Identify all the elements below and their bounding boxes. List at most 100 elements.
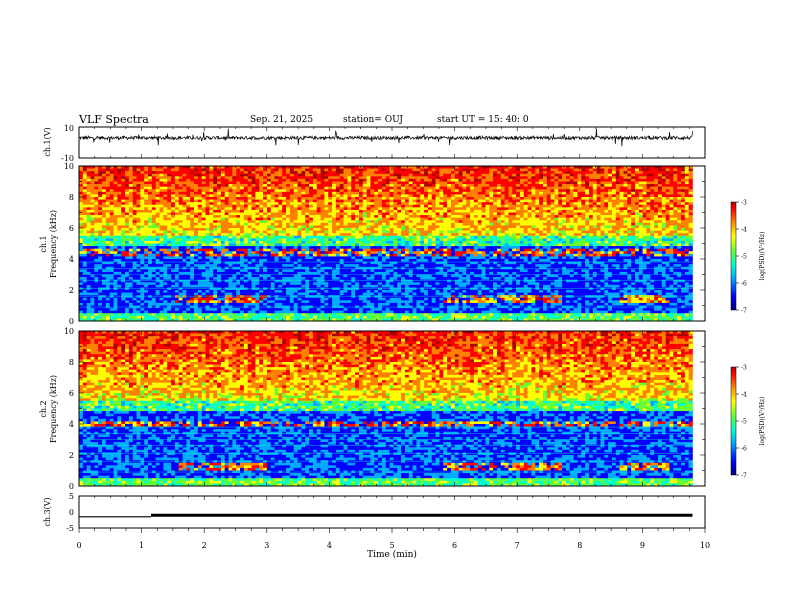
spectrogram-cell [312, 238, 318, 242]
spectrogram-cell [263, 300, 268, 304]
spectrogram-cell [347, 269, 352, 273]
spectrogram-cell [220, 246, 225, 249]
spectrogram-cell [381, 212, 387, 216]
spectrogram-cell [209, 251, 214, 255]
spectrogram-cell [136, 302, 141, 306]
spectrogram-cell [324, 284, 329, 288]
spectrogram-cell [335, 243, 341, 247]
spectrogram-cell [247, 199, 252, 203]
spectrogram-cell [297, 191, 302, 195]
spectrogram-cell [282, 253, 287, 257]
spectrogram-cell [167, 277, 172, 280]
spectrogram-cell [259, 300, 264, 304]
spectrogram-cell [236, 184, 241, 187]
spectrogram-cell [163, 197, 168, 200]
spectrogram-cell [358, 233, 364, 237]
spectrogram-cell [148, 197, 153, 200]
spectrogram-cell [366, 176, 371, 180]
spectrogram-cell [297, 295, 302, 299]
spectrogram-cell [205, 222, 210, 226]
spectrogram-cell [263, 256, 268, 260]
spectrogram-cell [155, 310, 160, 314]
spectrogram-cell [232, 173, 237, 177]
spectrogram-cell [190, 235, 195, 239]
spectrogram-cell [136, 235, 141, 239]
spectrogram-cell [236, 235, 241, 239]
spectrogram-cell [358, 181, 364, 185]
spectrogram-cell [197, 318, 202, 321]
spectrogram-cell [351, 292, 356, 296]
spectrogram-cell [251, 184, 256, 187]
spectrogram-cell [316, 228, 321, 231]
spectrogram-cell [82, 166, 87, 169]
spectrogram-cell [151, 204, 156, 208]
spectrogram-cell [132, 212, 137, 216]
spectrogram-cell [374, 233, 379, 237]
spectrogram-cell [128, 199, 133, 203]
spectrogram-cell [228, 292, 233, 296]
spectrogram-cell [155, 300, 160, 304]
spectrogram-cell [151, 184, 156, 187]
spectrogram-cell [270, 284, 275, 288]
spectrogram-cell [305, 284, 310, 288]
spectrogram-cell [228, 215, 233, 218]
spectrogram-cell [232, 251, 237, 255]
spectrogram-cell [155, 171, 160, 175]
spectrogram-cell [155, 166, 160, 169]
spectrogram-cell [151, 256, 156, 260]
spectrogram-cell [113, 243, 118, 247]
spectrogram-cell [105, 253, 110, 257]
spectrogram-cell [224, 315, 229, 319]
spectrogram-cell [343, 220, 348, 224]
spectrogram-cell [370, 202, 375, 206]
spectrogram-cell [174, 168, 179, 172]
spectrogram-cell [186, 212, 191, 216]
spectrogram-cell [190, 269, 195, 273]
spectrogram-cell [282, 297, 287, 301]
spectrogram-cell [113, 295, 118, 299]
spectrogram-cell [174, 166, 179, 169]
spectrogram-cell [159, 166, 164, 169]
spectrogram-cell [343, 215, 348, 218]
spectrogram-cell [255, 204, 260, 208]
spectrogram-cell [385, 238, 390, 242]
spectrogram-cell [186, 310, 191, 314]
spectrogram-cell [251, 243, 256, 247]
spectrogram-cell [220, 186, 225, 190]
spectrogram-cell [236, 220, 241, 224]
spectrogram-cell [358, 246, 364, 249]
spectrogram-cell [94, 261, 99, 265]
spectrogram-cell [278, 318, 283, 321]
spectrogram-cell [228, 251, 233, 255]
spectrogram-cell [174, 248, 179, 252]
spectrogram-cell [251, 212, 256, 216]
spectrogram-cell [370, 178, 375, 182]
spectrogram-cell [86, 178, 91, 182]
spectrogram-cell [232, 212, 237, 216]
spectrogram-cell [132, 297, 137, 301]
spectrogram-cell [86, 194, 91, 198]
spectrogram-cell [197, 222, 202, 226]
spectrogram-cell [381, 176, 387, 180]
spectrogram-cell [312, 246, 318, 249]
spectrogram-cell [144, 209, 149, 213]
spectrogram-cell [263, 290, 268, 293]
spectrogram-cell [136, 215, 141, 218]
spectrogram-cell [316, 194, 321, 198]
spectrogram-cell [140, 295, 145, 299]
spectrogram-cell [217, 235, 222, 239]
spectrogram-cell [140, 166, 145, 169]
spectrogram-cell [90, 238, 95, 242]
spectrogram-cell [289, 204, 295, 208]
spectrogram-cell [274, 261, 279, 265]
spectrogram-cell [159, 308, 164, 311]
spectrogram-cell [355, 287, 360, 291]
spectrogram-cell [197, 228, 202, 231]
spectrogram-cell [217, 290, 222, 293]
spectrogram-cell [240, 310, 245, 314]
spectrogram-cell [167, 230, 172, 234]
spectrogram-cell [217, 251, 222, 255]
spectrogram-cell [266, 310, 272, 314]
spectrogram-cell [332, 233, 337, 237]
spectrogram-cell [343, 277, 348, 280]
